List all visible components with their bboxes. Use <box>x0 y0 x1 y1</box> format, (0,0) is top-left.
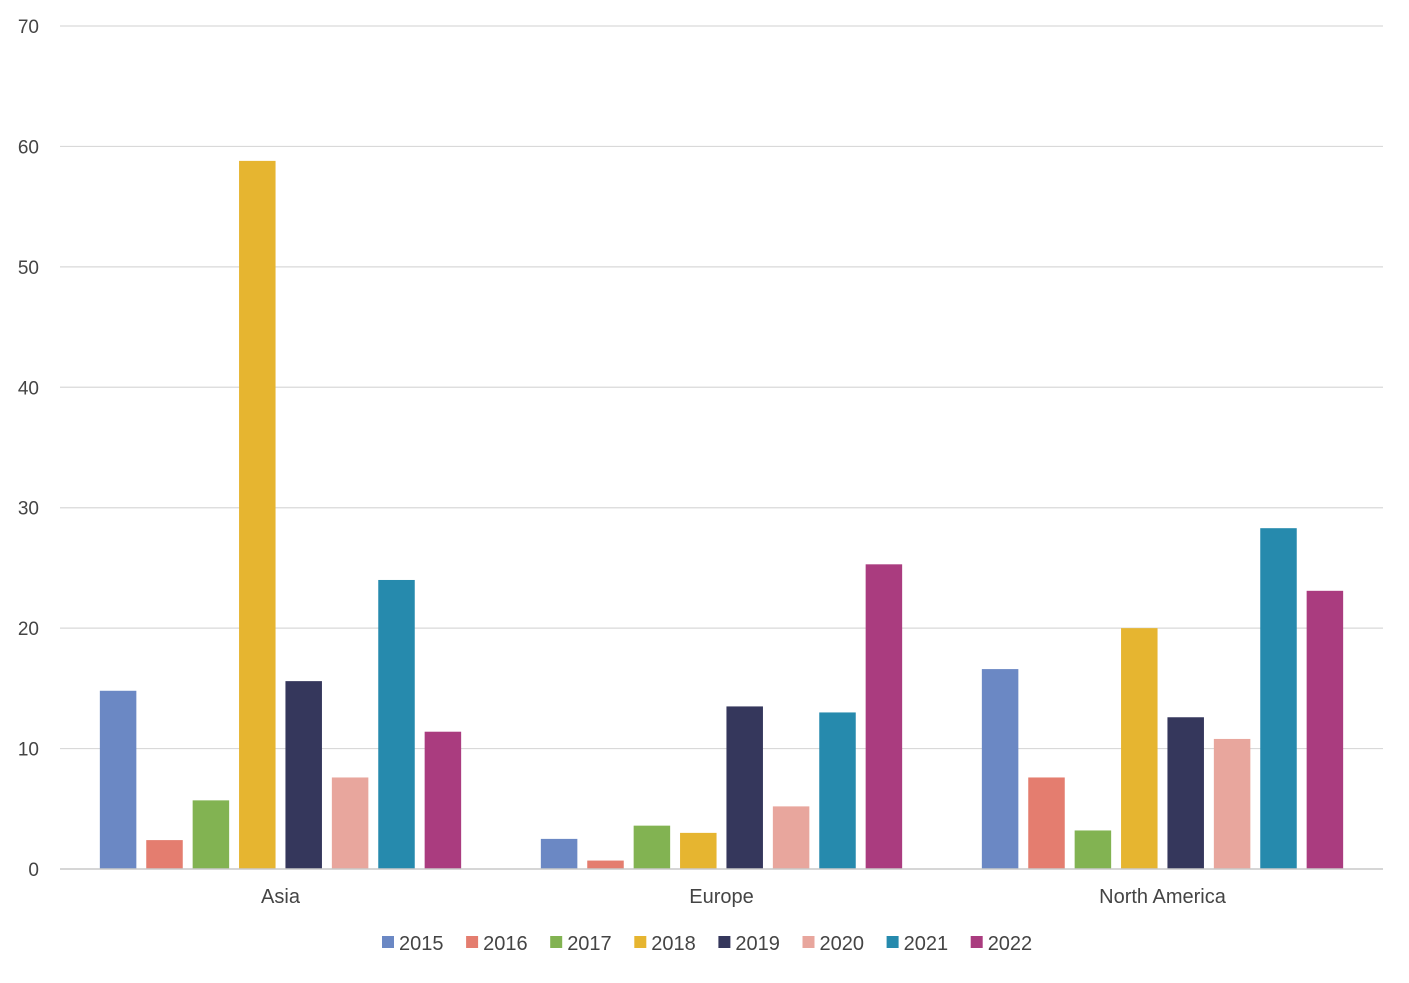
y-tick-label: 20 <box>18 619 39 640</box>
bar-2017-north-america <box>1074 830 1112 869</box>
y-axis-ticks: 0 10 20 30 40 50 60 70 <box>18 17 39 881</box>
bar-2016-asia <box>146 840 183 869</box>
bar-2022-europe <box>865 564 903 869</box>
x-tick-label: Europe <box>689 886 754 908</box>
legend-label: 2018 <box>651 933 696 955</box>
legend-swatch <box>802 936 815 948</box>
bar-2020-north-america <box>1213 738 1251 869</box>
legend-label: 2015 <box>399 933 444 955</box>
legend-label: 2019 <box>735 933 780 955</box>
legend-swatch <box>970 936 983 948</box>
y-tick-label: 10 <box>18 740 39 761</box>
bar-2019-asia <box>285 681 322 869</box>
bar-2018-asia <box>239 160 276 869</box>
y-tick-label: 40 <box>18 378 39 399</box>
legend-swatch <box>886 936 899 948</box>
bar-2016-europe <box>587 860 624 869</box>
legend-item: 2017 <box>550 933 612 955</box>
legend-swatch <box>634 936 647 948</box>
x-axis-ticks: Asia Europe North America <box>261 886 1227 908</box>
bar-2015-north-america <box>981 669 1019 869</box>
bar-2022-asia <box>424 731 462 869</box>
x-tick-label: Asia <box>261 886 301 908</box>
legend-swatch <box>466 936 479 948</box>
legend-item: 2019 <box>718 933 780 955</box>
legend-label: 2020 <box>820 933 865 955</box>
legend-item: 2022 <box>970 933 1032 955</box>
bar-2020-europe <box>772 806 810 869</box>
legend-item: 2020 <box>802 933 865 955</box>
bar-2017-europe <box>633 825 671 869</box>
bar-2019-europe <box>726 706 763 869</box>
grid-layer <box>60 25 1383 750</box>
legend-label: 2021 <box>904 933 949 955</box>
y-tick-label: 50 <box>18 258 39 279</box>
legend-swatch <box>550 936 563 948</box>
bar-2015-asia <box>99 690 137 869</box>
y-tick-label: 30 <box>18 499 39 520</box>
legend-swatch <box>718 936 731 948</box>
bar-2018-north-america <box>1121 628 1158 869</box>
legend-item: 2018 <box>634 933 696 955</box>
bar-2020-asia <box>331 777 369 869</box>
legend-swatch <box>382 936 394 948</box>
bar-2018-europe <box>680 832 717 869</box>
bar-2021-asia <box>378 579 415 869</box>
bar-2015-europe <box>540 838 578 869</box>
legend-label: 2017 <box>567 933 612 955</box>
legend-label: 2022 <box>988 933 1032 955</box>
bars-layer <box>99 160 1344 869</box>
legend-label: 2016 <box>483 933 527 955</box>
bar-2021-europe <box>819 712 856 869</box>
bar-2019-north-america <box>1167 717 1204 869</box>
legend-item: 2016 <box>466 933 528 955</box>
legend-item: 2021 <box>886 933 949 955</box>
bar-2021-north-america <box>1260 528 1297 869</box>
x-tick-label: North America <box>1099 886 1227 908</box>
y-tick-label: 0 <box>28 860 39 881</box>
legend: 2015 2016 2017 2018 2019 2020 2021 2022 <box>382 933 1032 955</box>
bar-2016-north-america <box>1028 777 1065 869</box>
legend-item: 2015 <box>382 933 444 955</box>
y-tick-label: 70 <box>18 17 39 38</box>
y-tick-label: 60 <box>18 137 39 158</box>
bar-2017-asia <box>192 800 230 869</box>
bar-2022-north-america <box>1306 590 1344 869</box>
